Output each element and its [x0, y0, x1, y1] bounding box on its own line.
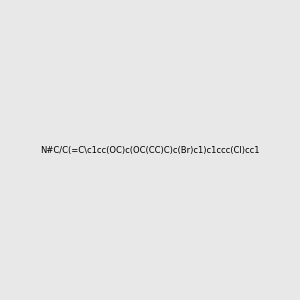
Text: N#C/C(=C\c1cc(OC)c(OC(CC)C)c(Br)c1)c1ccc(Cl)cc1: N#C/C(=C\c1cc(OC)c(OC(CC)C)c(Br)c1)c1ccc… [40, 146, 260, 154]
